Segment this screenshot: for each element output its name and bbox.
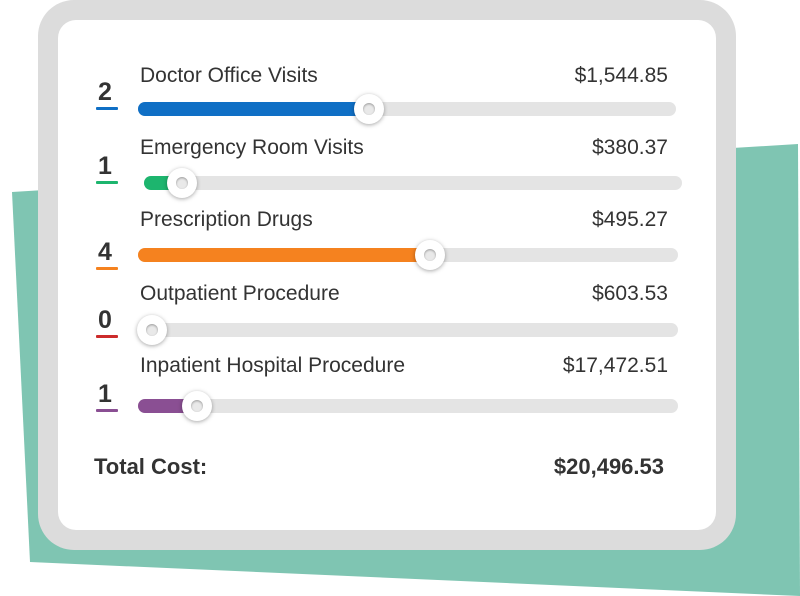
visit-count: 1	[98, 380, 112, 408]
usage-slider[interactable]	[137, 315, 678, 345]
category-label: Doctor Office Visits	[140, 64, 318, 87]
cost-row-prescription-drugs: 4 Prescription Drugs $495.27	[58, 208, 716, 280]
category-label: Prescription Drugs	[140, 208, 313, 231]
slider-thumb-icon[interactable]	[182, 391, 212, 421]
count-color-underline	[96, 409, 118, 412]
slider-thumb-icon[interactable]	[137, 315, 167, 345]
total-cost-value: $20,496.53	[553, 454, 664, 479]
visit-count: 4	[98, 238, 112, 266]
usage-slider[interactable]	[144, 168, 682, 198]
usage-slider[interactable]	[138, 240, 678, 270]
count-color-underline	[96, 267, 118, 270]
visit-count: 1	[98, 152, 112, 180]
cost-row-inpatient-hospital-procedure: 1 Inpatient Hospital Procedure $17,472.5…	[58, 354, 716, 426]
count-color-underline	[96, 181, 118, 184]
count-color-underline	[96, 335, 118, 338]
visit-count: 0	[98, 306, 112, 334]
usage-slider[interactable]	[138, 391, 678, 421]
total-cost-label: Total Cost:	[94, 454, 208, 479]
slider-fill	[138, 102, 369, 116]
cost-row-doctor-office-visits: 2 Doctor Office Visits $1,544.85	[58, 64, 716, 136]
category-amount: $603.53	[592, 282, 668, 305]
category-label: Inpatient Hospital Procedure	[140, 354, 405, 377]
visit-count: 2	[98, 78, 112, 106]
cost-calculator-card: 2 Doctor Office Visits $1,544.85 1 Emerg…	[58, 20, 716, 530]
slider-thumb-icon[interactable]	[354, 94, 384, 124]
count-color-underline	[96, 107, 118, 110]
category-amount: $380.37	[592, 136, 668, 159]
category-amount: $1,544.85	[574, 64, 668, 87]
category-amount: $495.27	[592, 208, 668, 231]
slider-thumb-icon[interactable]	[415, 240, 445, 270]
cost-row-emergency-room-visits: 1 Emergency Room Visits $380.37	[58, 136, 716, 208]
slider-thumb-icon[interactable]	[167, 168, 197, 198]
usage-slider[interactable]	[138, 94, 676, 124]
category-label: Outpatient Procedure	[140, 282, 340, 305]
cost-row-outpatient-procedure: 0 Outpatient Procedure $603.53	[58, 282, 716, 354]
category-label: Emergency Room Visits	[140, 136, 364, 159]
category-amount: $17,472.51	[562, 354, 668, 377]
slider-fill	[138, 248, 430, 262]
